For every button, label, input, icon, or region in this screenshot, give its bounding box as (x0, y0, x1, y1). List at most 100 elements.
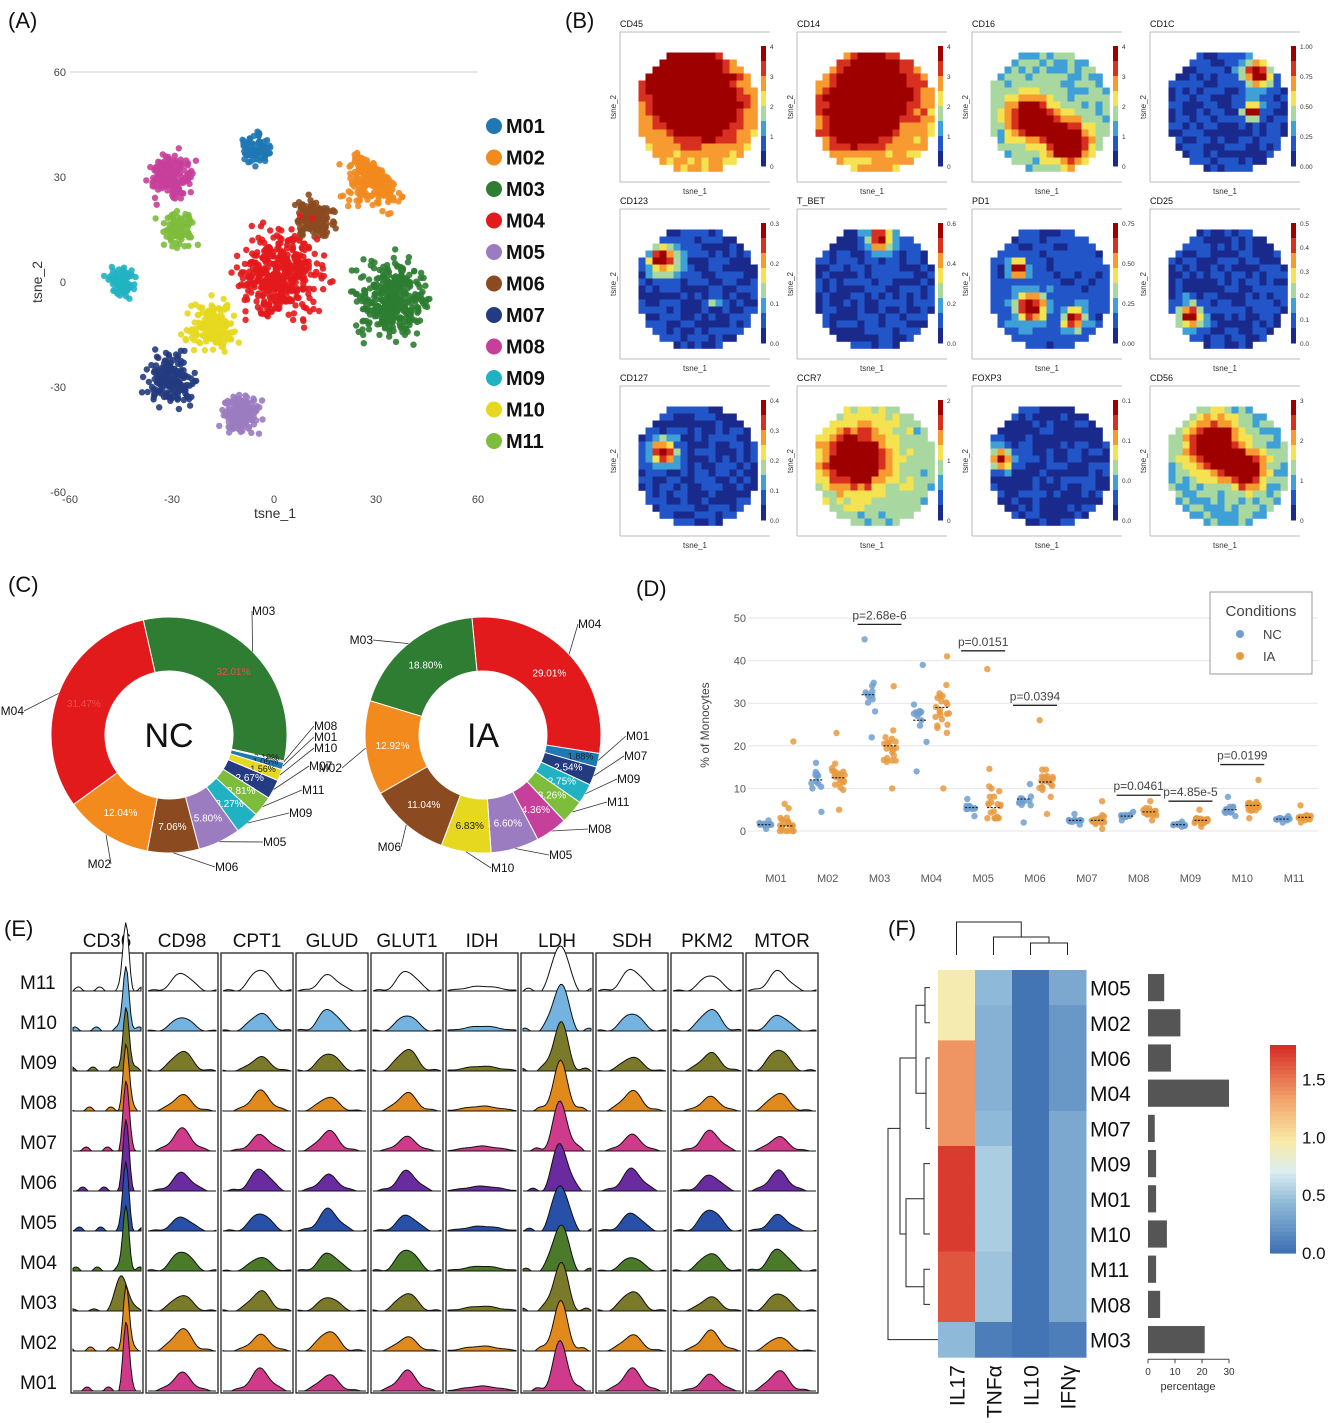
colorbar-tick-label: 0 (770, 164, 774, 171)
marker-map-cell (722, 278, 730, 286)
marker-map-cell (1011, 150, 1019, 158)
marker-map-cell (1238, 271, 1246, 279)
marker-map-cell (1088, 80, 1096, 88)
tsne-point-M03 (378, 296, 385, 303)
marker-map-cell (850, 313, 858, 321)
marker-map-cell (1238, 80, 1246, 88)
marker-map-cell (885, 497, 893, 505)
marker-map-cell (843, 420, 851, 428)
tsne-point-M03 (370, 265, 378, 272)
marker-map-cell (1053, 462, 1061, 470)
marker-map-cell (1217, 236, 1225, 244)
marker-map-cell (871, 462, 879, 470)
marker-map-cell (687, 313, 695, 321)
marker-map-cell (920, 313, 928, 321)
marker-map-cell (750, 462, 758, 470)
marker-map-cell (899, 462, 907, 470)
marker-map-cell (1273, 271, 1281, 279)
marker-map-cell (729, 129, 737, 137)
marker-map-cell (1032, 250, 1040, 258)
marker-map-cell (694, 285, 702, 293)
marker-map-cell (652, 143, 660, 151)
marker-map-cell (892, 490, 900, 498)
marker-map-cell (1102, 469, 1110, 477)
marker-map-cell (1067, 462, 1075, 470)
marker-map-cell (1210, 129, 1218, 137)
marker-map-cell (871, 129, 879, 137)
marker-map-cell (722, 243, 730, 251)
marker-map-cell (1060, 327, 1068, 335)
marker-map-cell (694, 469, 702, 477)
x-axis-label: tsne_1 (860, 364, 885, 373)
marker-map-cell (822, 122, 830, 130)
marker-map-cell (1081, 108, 1089, 116)
tsne-point-M04 (297, 212, 304, 220)
marker-map-cell (864, 243, 872, 251)
marker-map-cell (878, 306, 886, 314)
marker-map-cell (1074, 420, 1082, 428)
marker-map-cell (1067, 476, 1075, 484)
tsne-point-M08 (180, 190, 187, 197)
marker-map-cell (892, 59, 900, 67)
marker-map-cell (1018, 469, 1026, 477)
marker-map-cell (1074, 115, 1082, 123)
marker-map-cell (1053, 143, 1061, 151)
marker-map-cell (815, 115, 823, 123)
marker-map-cell (871, 448, 879, 456)
marker-map-cell (1081, 94, 1089, 102)
marker-map-cell (1266, 143, 1274, 151)
marker-map-cell (1025, 250, 1033, 258)
tsne-point-M04 (269, 253, 276, 260)
marker-map-cell (750, 448, 758, 456)
marker-map-cell (1074, 483, 1082, 491)
panel-label-e: (E) (4, 916, 34, 941)
marker-map-cell (701, 334, 709, 342)
marker-map-cell (1060, 94, 1068, 102)
tsne-point-M04 (281, 264, 288, 272)
marker-map-cell (694, 80, 702, 88)
colorbar-segment (938, 91, 943, 107)
marker-map-cell (680, 73, 688, 81)
marker-map-cell (680, 469, 688, 477)
marker-map-cell (1168, 264, 1176, 272)
marker-map-cell (722, 73, 730, 81)
marker-map-cell (829, 101, 837, 109)
marker-map-cell (1011, 455, 1019, 463)
marker-map-cell (673, 157, 681, 165)
marker-map-cell (1210, 164, 1218, 172)
marker-map-cell (645, 476, 653, 484)
marker-map-cell (871, 164, 879, 172)
marker-map-cell (871, 285, 879, 293)
marker-map-cell (1011, 94, 1019, 102)
colorbar-tick-label: 0.0 (947, 341, 956, 348)
marker-map-cell (722, 420, 730, 428)
tsne-point-M07 (181, 347, 188, 355)
marker-map-cell (1025, 115, 1033, 123)
tsne-point-M08 (149, 182, 156, 190)
tsne-point-M10 (230, 312, 238, 319)
marker-map-cell (701, 87, 709, 95)
marker-map-cell (815, 257, 823, 265)
marker-map-cell (892, 448, 900, 456)
marker-map-cell (885, 455, 893, 463)
marker-map-cell (843, 108, 851, 116)
tsne-point-M02 (357, 164, 365, 171)
marker-map-cell (680, 101, 688, 109)
marker-map-cell (1095, 462, 1103, 470)
marker-map-cell (857, 108, 865, 116)
marker-map-cell (1182, 101, 1190, 109)
tsne-point-M10 (192, 301, 199, 308)
tsne-point-M03 (371, 291, 379, 298)
marker-map-cell (878, 406, 886, 414)
marker-map-cell (1081, 129, 1089, 137)
marker-map-cell (729, 243, 737, 251)
marker-map-cell (687, 427, 695, 435)
marker-map-cell (878, 87, 886, 95)
marker-map-cell (715, 236, 723, 244)
marker-map-cell (1203, 136, 1211, 144)
marker-map-cell (815, 80, 823, 88)
marker-map-cell (892, 243, 900, 251)
marker-map-cell (843, 292, 851, 300)
marker-map-cell (1046, 299, 1054, 307)
marker-map-cell (1081, 462, 1089, 470)
